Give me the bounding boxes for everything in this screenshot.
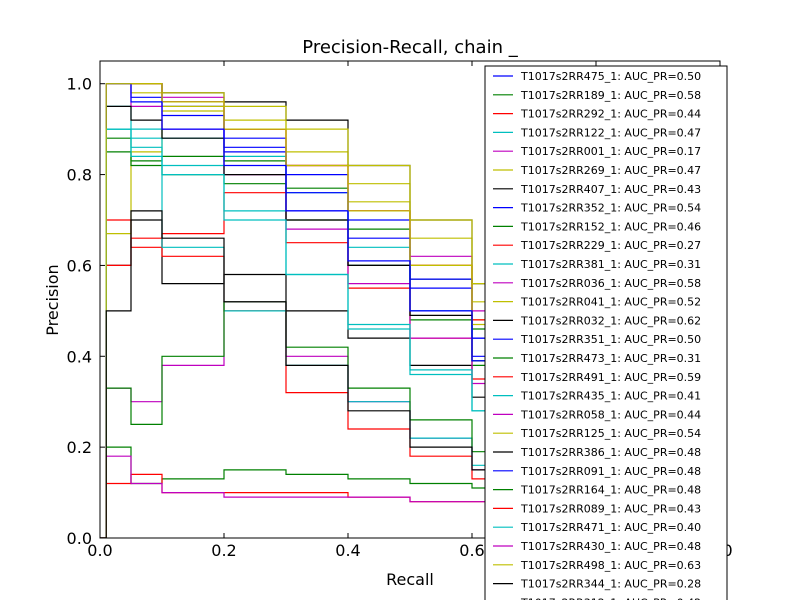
legend-entry-label: T1017s2RR036_1: AUC_PR=0.58 xyxy=(520,277,701,290)
legend-entry-label: T1017s2RR491_1: AUC_PR=0.59 xyxy=(520,371,701,384)
y-axis: 0.0 0.2 0.4 0.6 0.8 1.0 xyxy=(67,75,720,548)
legend-entry-label: T1017s2RR292_1: AUC_PR=0.44 xyxy=(520,108,701,121)
legend-entry-label: T1017s2RR473_1: AUC_PR=0.31 xyxy=(520,352,701,365)
x-axis-label: Recall xyxy=(386,570,434,589)
legend-entry-label: T1017s2RR152_1: AUC_PR=0.46 xyxy=(520,220,701,233)
x-tick-label: 0.6 xyxy=(459,541,484,560)
legend-entry-label: T1017s2RR041_1: AUC_PR=0.52 xyxy=(520,296,701,309)
y-tick-label: 0.4 xyxy=(67,347,92,366)
legend-entry-label: T1017s2RR498_1: AUC_PR=0.63 xyxy=(520,559,701,572)
legend-entry-label: T1017s2RR344_1: AUC_PR=0.28 xyxy=(520,578,701,591)
x-tick-label: 0.0 xyxy=(87,541,112,560)
legend-entry-label: T1017s2RR122_1: AUC_PR=0.47 xyxy=(520,126,701,139)
legend-entry-label: T1017s2RR001_1: AUC_PR=0.17 xyxy=(520,145,701,158)
y-tick-label: 0.8 xyxy=(67,166,92,185)
legend-entry-label: T1017s2RR352_1: AUC_PR=0.54 xyxy=(520,202,701,215)
chart-title: Precision-Recall, chain _ xyxy=(302,37,518,58)
y-tick-label: 0.0 xyxy=(67,529,92,548)
legend-entry-label: T1017s2RR381_1: AUC_PR=0.31 xyxy=(520,258,701,271)
legend-entry-label: T1017s2RR032_1: AUC_PR=0.62 xyxy=(520,314,701,327)
legend-entry-label: T1017s2RR125_1: AUC_PR=0.54 xyxy=(520,427,701,440)
legend-entry-label: T1017s2RR430_1: AUC_PR=0.48 xyxy=(520,540,701,553)
y-tick-label: 0.2 xyxy=(67,438,92,457)
legend-entry-label: T1017s2RR435_1: AUC_PR=0.41 xyxy=(520,390,701,403)
legend-entry-label: T1017s2RR351_1: AUC_PR=0.50 xyxy=(520,333,701,346)
legend: T1017s2RR475_1: AUC_PR=0.50 T1017s2RR189_… xyxy=(484,65,728,600)
y-tick-label: 1.0 xyxy=(67,75,92,94)
legend-entry-partial: T1017s2RR312_1: AUC_PR=0.42 xyxy=(520,596,701,600)
y-tick-label: 0.6 xyxy=(67,256,92,275)
legend-box xyxy=(484,65,728,600)
legend-entry-label: T1017s2RR164_1: AUC_PR=0.48 xyxy=(520,484,701,497)
legend-entry-label: T1017s2RR091_1: AUC_PR=0.48 xyxy=(520,465,701,478)
legend-entry-label: T1017s2RR089_1: AUC_PR=0.43 xyxy=(520,502,701,515)
legend-entry-label: T1017s2RR386_1: AUC_PR=0.48 xyxy=(520,446,701,459)
y-axis-label: Precision xyxy=(43,264,62,335)
legend-entry-label: T1017s2RR189_1: AUC_PR=0.58 xyxy=(520,89,701,102)
legend-entry-label: T1017s2RR475_1: AUC_PR=0.50 xyxy=(520,70,701,83)
legend-entry-label: T1017s2RR058_1: AUC_PR=0.44 xyxy=(520,408,701,421)
legend-entry-label: T1017s2RR407_1: AUC_PR=0.43 xyxy=(520,183,701,196)
x-tick-label: 0.4 xyxy=(335,541,360,560)
legend-entry-label: T1017s2RR269_1: AUC_PR=0.47 xyxy=(520,164,701,177)
x-tick-label: 0.2 xyxy=(211,541,236,560)
legend-entry-label: T1017s2RR471_1: AUC_PR=0.40 xyxy=(520,521,701,534)
legend-entry-label: T1017s2RR229_1: AUC_PR=0.27 xyxy=(520,239,701,252)
